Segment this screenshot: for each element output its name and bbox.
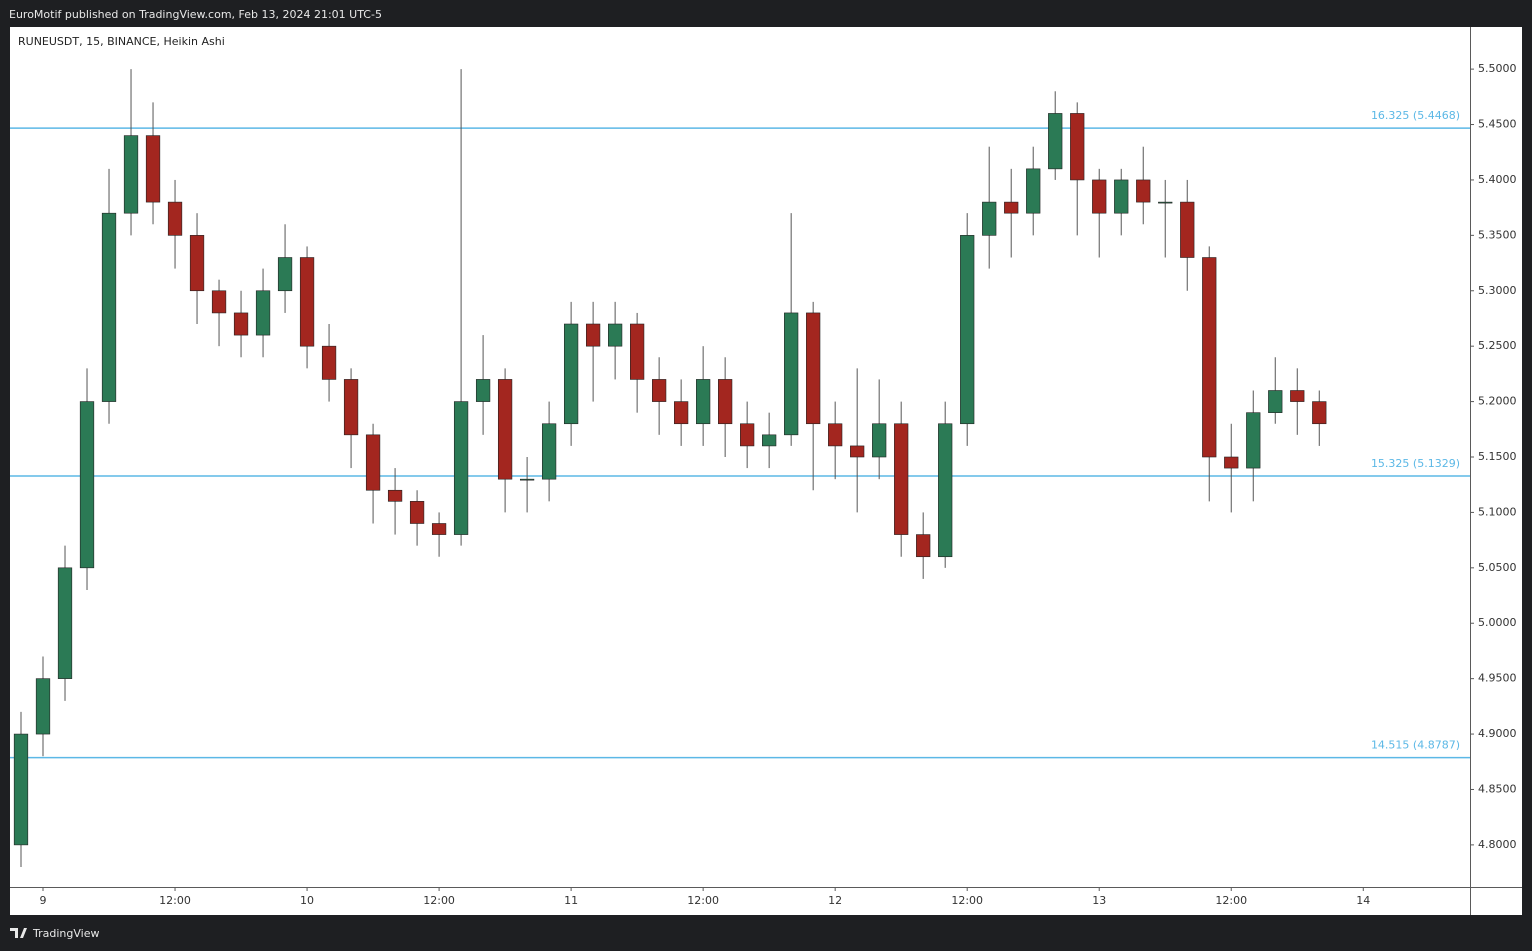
candle-body — [409, 501, 425, 524]
brand: TradingView — [32, 927, 99, 940]
candle-body — [35, 678, 51, 735]
x-tick-label: 12:00 — [423, 894, 455, 907]
candle-body — [1158, 201, 1173, 204]
symbol-title: RUNEUSDT, 15, BINANCE, Heikin Ashi — [18, 35, 225, 48]
candle-body — [850, 445, 865, 458]
x-tick-label: 12:00 — [1215, 894, 1247, 907]
candle-body — [1026, 168, 1041, 214]
candle-body — [255, 290, 271, 336]
candle-body — [982, 201, 997, 236]
y-tick-label: 5.1000 — [1478, 505, 1517, 518]
y-tick-label: 5.0500 — [1478, 561, 1517, 574]
y-tick-label: 4.9500 — [1478, 672, 1517, 685]
candle-body — [1202, 257, 1217, 458]
candle-body — [784, 312, 799, 436]
candle-body — [916, 534, 931, 558]
candle-body — [1004, 201, 1019, 214]
x-tick-label: 14 — [1356, 894, 1370, 907]
candle-body — [13, 733, 29, 846]
candle-body — [343, 379, 359, 436]
y-tick-label: 5.4000 — [1478, 173, 1517, 186]
candle-body — [387, 489, 403, 502]
x-tick-label: 12:00 — [951, 894, 983, 907]
candle-body — [431, 523, 447, 535]
candle-body — [1092, 179, 1107, 214]
y-tick-label: 5.2000 — [1478, 395, 1517, 408]
candle-body — [233, 312, 249, 336]
candle-body — [894, 423, 909, 535]
candle-body — [1070, 113, 1085, 181]
candle-body — [740, 423, 755, 447]
x-tick-label: 10 — [300, 894, 314, 907]
x-tick-label: 12:00 — [159, 894, 191, 907]
candle-body — [1290, 390, 1305, 402]
candle-body — [123, 135, 139, 214]
candle-body — [938, 423, 953, 558]
candle-body — [57, 567, 73, 679]
candle-body — [828, 423, 843, 447]
candle-body — [1246, 412, 1261, 469]
candle-body — [1224, 456, 1239, 469]
candle-body — [1136, 179, 1151, 203]
y-tick-label: 5.5000 — [1478, 62, 1517, 75]
y-tick-label: 5.2500 — [1478, 339, 1517, 352]
candle-body — [519, 478, 535, 481]
y-tick-label: 4.8000 — [1478, 838, 1517, 851]
publish-header: EuroMotif published on TradingView.com, … — [9, 8, 382, 21]
candle-body — [453, 401, 469, 535]
x-tick-label: 12 — [828, 894, 842, 907]
x-tick-label: 13 — [1092, 894, 1106, 907]
y-tick-label: 5.4500 — [1478, 118, 1517, 131]
candle-body — [652, 379, 667, 402]
candle-body — [1268, 390, 1283, 413]
candle-body — [299, 257, 315, 347]
candle-body — [872, 423, 887, 458]
candle-body — [762, 434, 777, 447]
candle-body — [674, 401, 689, 425]
candle-body — [608, 323, 623, 347]
y-tick-label: 4.9000 — [1478, 727, 1517, 740]
candle-body — [365, 434, 381, 491]
candle-body — [718, 379, 733, 425]
x-tick-label: 9 — [40, 894, 47, 907]
candle-body — [167, 201, 183, 236]
candle-body — [145, 135, 161, 203]
x-tick-label: 11 — [564, 894, 578, 907]
level-label: 16.325 (5.4468) — [1371, 109, 1460, 122]
candle-body — [563, 323, 579, 425]
candle-body — [585, 323, 601, 347]
candle-body — [1048, 113, 1063, 170]
candle-body — [696, 379, 711, 425]
candle-body — [101, 212, 117, 402]
y-tick-label: 4.8500 — [1478, 782, 1517, 795]
logo-icon — [10, 928, 27, 938]
y-tick-label: 5.3500 — [1478, 228, 1517, 241]
chart-panel — [10, 27, 1522, 915]
candle-body — [960, 235, 975, 425]
y-tick-label: 5.3000 — [1478, 284, 1517, 297]
candle-body — [79, 401, 95, 569]
candle-body — [1114, 179, 1129, 214]
y-tick-label: 5.0000 — [1478, 616, 1517, 629]
candle-body — [541, 423, 557, 480]
candle-body — [211, 290, 227, 314]
candle-body — [189, 235, 205, 292]
candle-body — [277, 257, 293, 292]
candle-body — [1312, 401, 1327, 425]
x-tick-label: 12:00 — [687, 894, 719, 907]
candle-body — [475, 379, 491, 402]
level-label: 15.325 (5.1329) — [1371, 457, 1460, 470]
candle-body — [1180, 201, 1195, 258]
candle-body — [806, 312, 821, 425]
logo: TradingView — [10, 927, 99, 940]
level-label: 14.515 (4.8787) — [1371, 739, 1460, 752]
candle-body — [321, 345, 337, 380]
candle-body — [630, 323, 645, 380]
candle-body — [497, 379, 513, 480]
y-tick-label: 5.1500 — [1478, 450, 1517, 463]
